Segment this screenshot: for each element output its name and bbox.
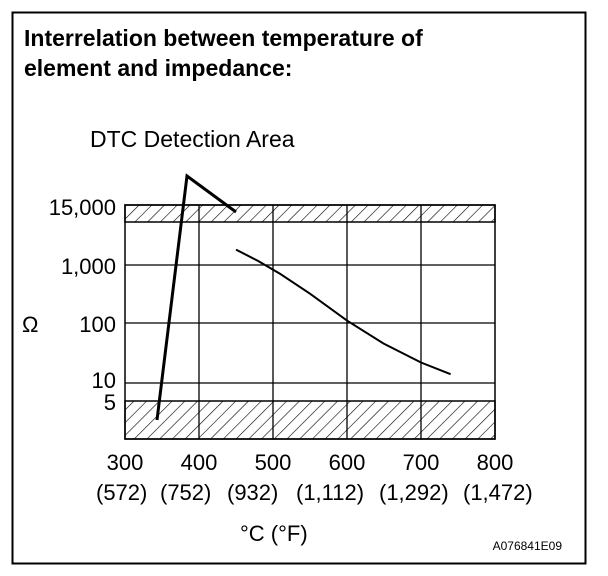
x-tick-400: 400 [181, 450, 218, 475]
x-tick-600: 600 [329, 450, 366, 475]
x-tick-300: 300 [107, 450, 144, 475]
grid [125, 205, 495, 439]
plot-area [124, 204, 496, 440]
y-tick-100: 100 [79, 312, 116, 337]
y-tick-15000: 15,000 [49, 195, 116, 220]
chart-title-line2: element and impedance: [24, 55, 292, 81]
y-tick-10: 10 [92, 368, 116, 393]
chart-title: Interrelation between temperature of [24, 25, 423, 51]
x-tick-f-752: (752) [160, 480, 211, 505]
outer-border [11, 11, 587, 565]
x-tick-f-1472: (1,472) [463, 480, 533, 505]
x-tick-f-572: (572) [96, 480, 147, 505]
y-tick-1000: 1,000 [61, 254, 116, 279]
y-tick-5: 5 [104, 390, 116, 415]
x-tick-500: 500 [255, 450, 292, 475]
detection-pointer [155, 173, 237, 421]
x-tick-700: 700 [403, 450, 440, 475]
x-tick-f-1112: (1,112) [296, 480, 364, 505]
impedance-curve [235, 248, 451, 376]
x-tick-800: 800 [477, 450, 514, 475]
illustration-code: A076841E09 [493, 539, 563, 553]
x-tick-f-932: (932) [227, 480, 278, 505]
x-tick-f-1292: (1,292) [379, 480, 449, 505]
detection-band-low [124, 400, 496, 440]
y-axis-label: Ω [22, 312, 38, 337]
detection-area-annotation: DTC Detection Area [90, 126, 295, 152]
x-axis-label: °C (°F) [240, 521, 308, 546]
